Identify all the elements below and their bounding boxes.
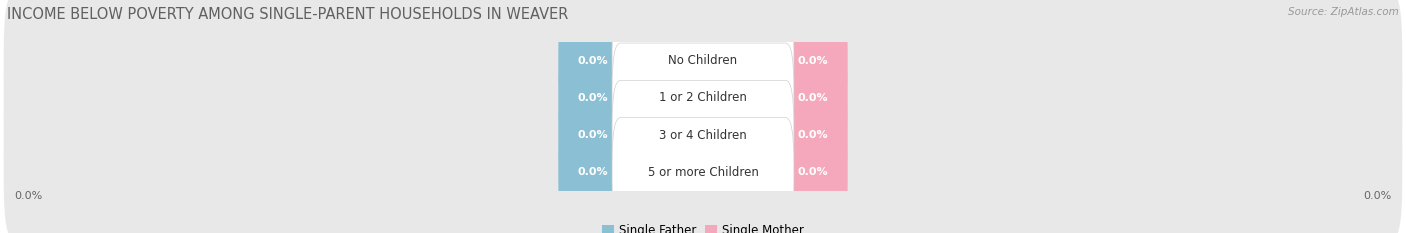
FancyBboxPatch shape bbox=[612, 80, 794, 190]
FancyBboxPatch shape bbox=[779, 126, 848, 219]
FancyBboxPatch shape bbox=[779, 51, 848, 144]
FancyBboxPatch shape bbox=[558, 89, 627, 182]
FancyBboxPatch shape bbox=[4, 30, 1402, 165]
Text: No Children: No Children bbox=[668, 54, 738, 67]
FancyBboxPatch shape bbox=[4, 105, 1402, 233]
Text: 5 or more Children: 5 or more Children bbox=[648, 166, 758, 179]
FancyBboxPatch shape bbox=[612, 6, 794, 115]
Text: 0.0%: 0.0% bbox=[578, 93, 607, 103]
FancyBboxPatch shape bbox=[779, 14, 848, 107]
Text: 0.0%: 0.0% bbox=[578, 56, 607, 65]
Text: 0.0%: 0.0% bbox=[799, 168, 828, 177]
Text: 1 or 2 Children: 1 or 2 Children bbox=[659, 91, 747, 104]
Legend: Single Father, Single Mother: Single Father, Single Mother bbox=[598, 219, 808, 233]
Text: 0.0%: 0.0% bbox=[799, 130, 828, 140]
Text: 0.0%: 0.0% bbox=[799, 93, 828, 103]
FancyBboxPatch shape bbox=[558, 126, 627, 219]
FancyBboxPatch shape bbox=[558, 14, 627, 107]
Text: 0.0%: 0.0% bbox=[1364, 191, 1392, 201]
FancyBboxPatch shape bbox=[4, 68, 1402, 203]
FancyBboxPatch shape bbox=[612, 43, 794, 153]
Text: 3 or 4 Children: 3 or 4 Children bbox=[659, 129, 747, 142]
FancyBboxPatch shape bbox=[4, 0, 1402, 128]
Text: Source: ZipAtlas.com: Source: ZipAtlas.com bbox=[1288, 7, 1399, 17]
Text: INCOME BELOW POVERTY AMONG SINGLE-PARENT HOUSEHOLDS IN WEAVER: INCOME BELOW POVERTY AMONG SINGLE-PARENT… bbox=[7, 7, 568, 22]
Text: 0.0%: 0.0% bbox=[14, 191, 42, 201]
Text: 0.0%: 0.0% bbox=[578, 130, 607, 140]
FancyBboxPatch shape bbox=[558, 51, 627, 144]
FancyBboxPatch shape bbox=[612, 118, 794, 227]
Text: 0.0%: 0.0% bbox=[578, 168, 607, 177]
FancyBboxPatch shape bbox=[779, 89, 848, 182]
Text: 0.0%: 0.0% bbox=[799, 56, 828, 65]
